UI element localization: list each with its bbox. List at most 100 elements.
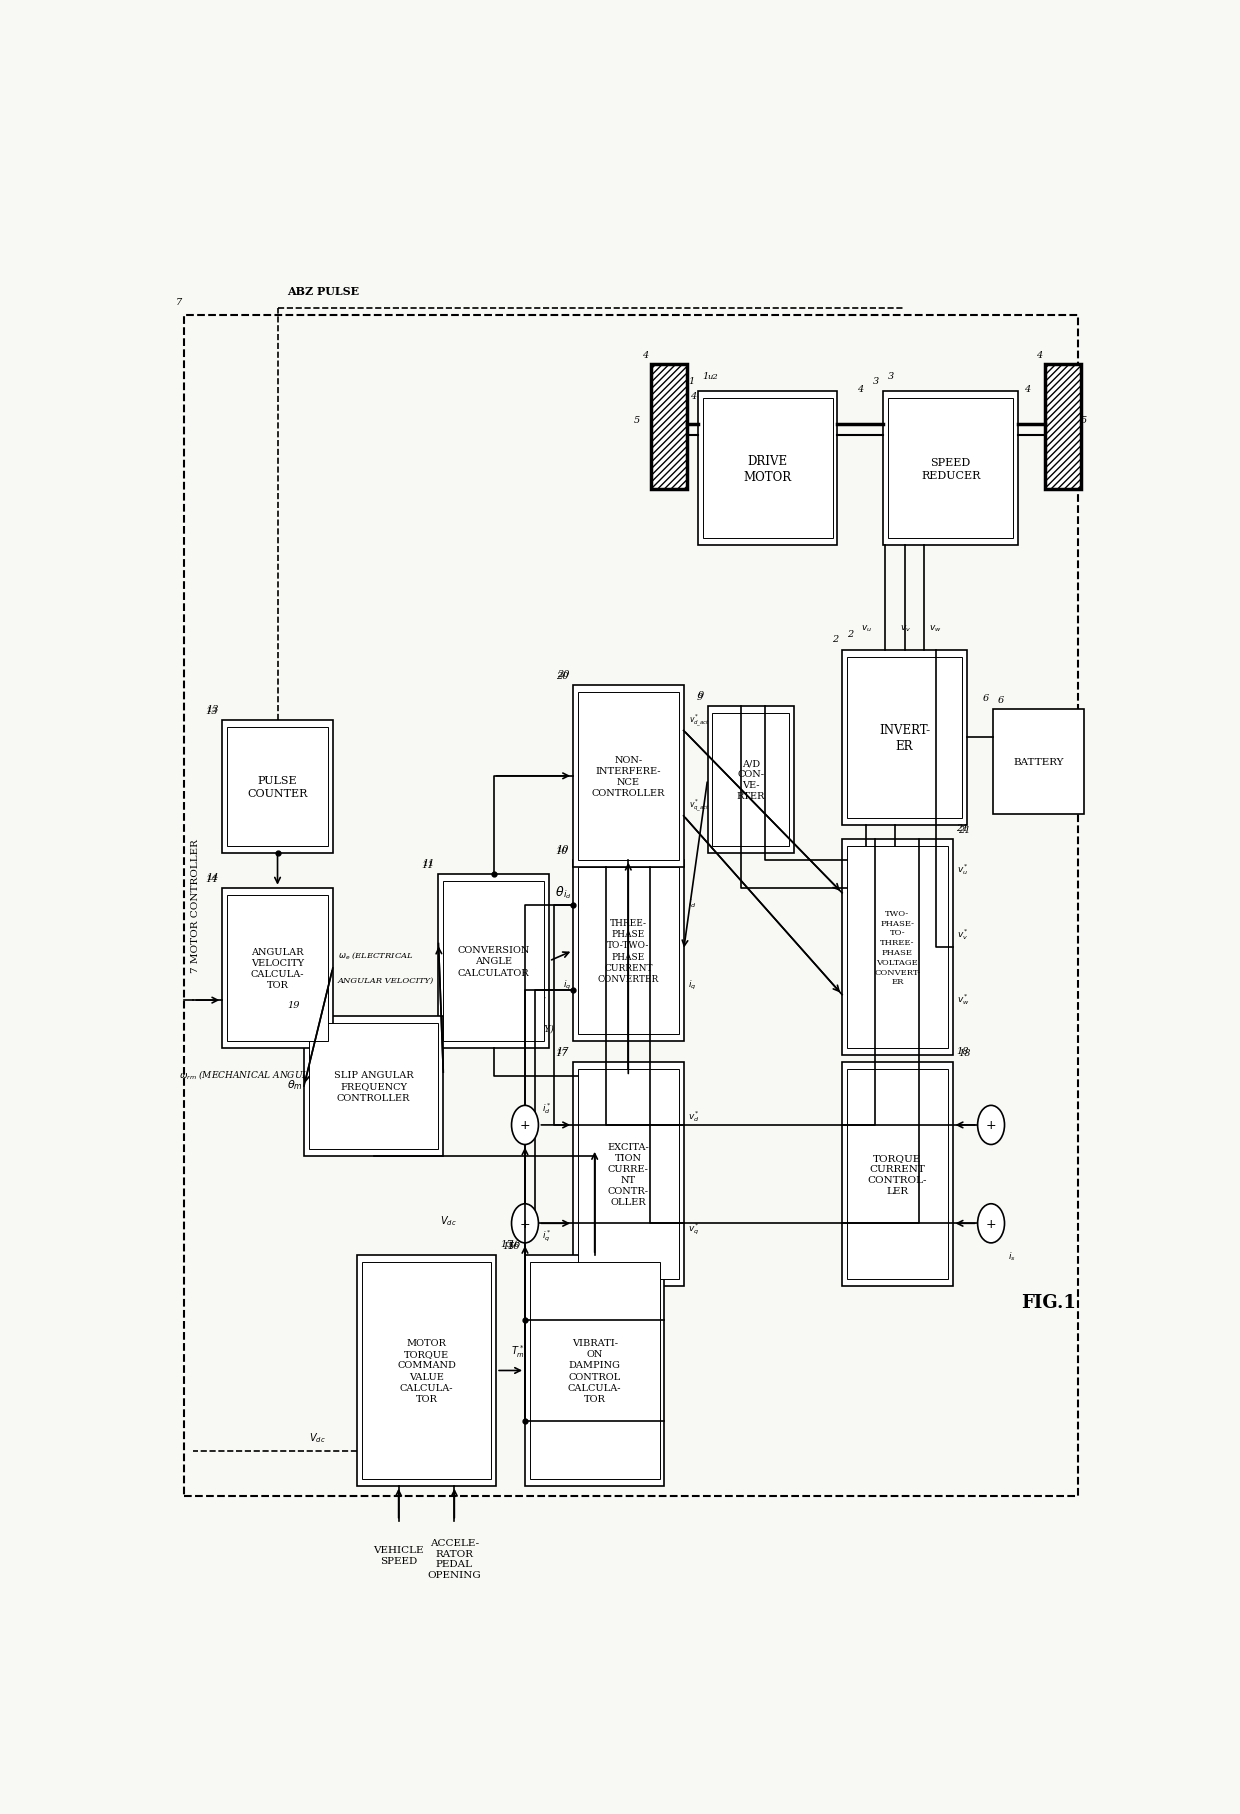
Text: 11: 11 bbox=[422, 860, 434, 869]
Text: FIG.1: FIG.1 bbox=[1022, 1293, 1076, 1312]
Bar bbox=[842, 840, 952, 1056]
Text: 10: 10 bbox=[557, 844, 569, 853]
Bar bbox=[847, 845, 947, 1048]
Text: ABZ PULSE: ABZ PULSE bbox=[288, 285, 360, 296]
Text: $i_s$: $i_s$ bbox=[1008, 1250, 1016, 1263]
Text: 4: 4 bbox=[689, 392, 697, 401]
Text: 17: 17 bbox=[556, 1048, 568, 1058]
Text: VEHICLE
SPEED: VEHICLE SPEED bbox=[373, 1546, 424, 1565]
Text: MOTOR
TORQUE
COMMAND
VALUE
CALCULA-
TOR: MOTOR TORQUE COMMAND VALUE CALCULA- TOR bbox=[397, 1339, 456, 1402]
Bar bbox=[222, 720, 332, 853]
Text: $v^*_v$: $v^*_v$ bbox=[957, 927, 970, 941]
Text: $i_q$: $i_q$ bbox=[563, 980, 572, 992]
Bar bbox=[573, 860, 683, 1041]
Text: 7: 7 bbox=[176, 297, 182, 307]
Bar bbox=[357, 1255, 496, 1486]
Bar bbox=[993, 709, 1084, 814]
Bar bbox=[847, 1070, 947, 1279]
Text: 13: 13 bbox=[206, 704, 218, 713]
Bar bbox=[651, 365, 687, 490]
Text: 4: 4 bbox=[1035, 350, 1043, 359]
Text: 7 MOTOR CONTROLLER: 7 MOTOR CONTROLLER bbox=[191, 838, 200, 972]
Text: $i_q$: $i_q$ bbox=[688, 980, 697, 992]
Text: TORQUE
CURRENT
CONTROL-
LER: TORQUE CURRENT CONTROL- LER bbox=[868, 1154, 928, 1195]
Text: 18: 18 bbox=[959, 1048, 971, 1058]
Text: 17: 17 bbox=[557, 1047, 569, 1056]
Text: ANGULAR
VELOCITY
CALCULA-
TOR: ANGULAR VELOCITY CALCULA- TOR bbox=[250, 947, 304, 990]
Text: 6: 6 bbox=[983, 693, 990, 702]
Bar bbox=[1045, 365, 1081, 490]
Text: 5: 5 bbox=[1081, 415, 1087, 424]
Text: +: + bbox=[520, 1217, 531, 1230]
Text: A/D
CON-
VE-
RTER: A/D CON- VE- RTER bbox=[737, 758, 765, 802]
Text: 15: 15 bbox=[500, 1239, 512, 1248]
Bar bbox=[529, 1263, 660, 1478]
Text: +: + bbox=[986, 1217, 997, 1230]
Text: $v^*_q$: $v^*_q$ bbox=[688, 1221, 701, 1235]
Text: SLIP ANGULAR
FREQUENCY
CONTROLLER: SLIP ANGULAR FREQUENCY CONTROLLER bbox=[334, 1070, 413, 1103]
Text: SPEED
REDUCER: SPEED REDUCER bbox=[921, 457, 981, 481]
Text: 10: 10 bbox=[556, 845, 568, 854]
Text: $v_w$: $v_w$ bbox=[929, 622, 941, 633]
Text: $v^*_u$: $v^*_u$ bbox=[957, 862, 970, 876]
Text: $\theta$: $\theta$ bbox=[554, 883, 564, 898]
Circle shape bbox=[512, 1107, 538, 1145]
Text: 9: 9 bbox=[697, 693, 703, 702]
Bar bbox=[184, 316, 1078, 1497]
Text: 19: 19 bbox=[286, 1003, 299, 1012]
Text: $\omega_{rm}$ (MECHANICAL ANGULAR VELOCITY): $\omega_{rm}$ (MECHANICAL ANGULAR VELOCI… bbox=[179, 1067, 378, 1079]
Bar bbox=[573, 686, 683, 867]
Text: 16: 16 bbox=[508, 1239, 521, 1248]
Bar bbox=[304, 1016, 444, 1156]
Text: ACCELE-
RATOR
PEDAL
OPENING: ACCELE- RATOR PEDAL OPENING bbox=[428, 1538, 481, 1578]
Text: 11: 11 bbox=[422, 858, 435, 867]
Text: 3: 3 bbox=[873, 375, 879, 385]
Text: EXCITA-
TION
CURRE-
NT
CONTR-
OLLER: EXCITA- TION CURRE- NT CONTR- OLLER bbox=[608, 1143, 650, 1206]
Text: 3: 3 bbox=[888, 372, 894, 381]
Text: 20: 20 bbox=[556, 671, 568, 680]
Text: THREE-
PHASE
TO-TWO-
PHASE
CURRENT
CONVERTER: THREE- PHASE TO-TWO- PHASE CURRENT CONVE… bbox=[598, 918, 658, 983]
Text: $\omega_e$ (ELECTRICAL: $\omega_e$ (ELECTRICAL bbox=[337, 951, 413, 961]
Text: $V_{dc}$: $V_{dc}$ bbox=[440, 1214, 456, 1226]
Circle shape bbox=[977, 1107, 1004, 1145]
Text: 14: 14 bbox=[206, 873, 218, 882]
Bar bbox=[222, 889, 332, 1048]
Text: 4: 4 bbox=[642, 350, 649, 359]
Bar bbox=[444, 882, 544, 1041]
Circle shape bbox=[977, 1204, 1004, 1243]
Text: 4: 4 bbox=[1024, 385, 1030, 394]
Circle shape bbox=[512, 1204, 538, 1243]
Bar bbox=[309, 1023, 439, 1150]
Bar bbox=[651, 365, 687, 490]
Bar bbox=[578, 867, 678, 1034]
Text: 16: 16 bbox=[507, 1241, 521, 1250]
Bar bbox=[842, 1063, 952, 1286]
Text: 21: 21 bbox=[959, 825, 971, 834]
Text: 6: 6 bbox=[998, 695, 1004, 704]
Text: 18: 18 bbox=[956, 1047, 968, 1056]
Bar bbox=[1045, 365, 1081, 490]
Text: BATTERY: BATTERY bbox=[1013, 756, 1064, 766]
Text: $v^*_{d\_act}$: $v^*_{d\_act}$ bbox=[689, 711, 711, 727]
Text: 1: 1 bbox=[688, 375, 694, 385]
Text: $\theta_m$: $\theta_m$ bbox=[288, 1078, 303, 1092]
Text: $v_v$: $v_v$ bbox=[900, 622, 911, 633]
Bar bbox=[573, 1063, 683, 1286]
Text: $i^*_d$: $i^*_d$ bbox=[542, 1101, 552, 1116]
Text: $i_v$: $i_v$ bbox=[885, 842, 894, 854]
Text: $i_u$: $i_u$ bbox=[857, 842, 864, 854]
Text: 4: 4 bbox=[857, 385, 863, 394]
Text: 9: 9 bbox=[697, 691, 704, 700]
Text: $i^*_q$: $i^*_q$ bbox=[542, 1228, 552, 1243]
Text: 15: 15 bbox=[502, 1241, 515, 1250]
Text: +: + bbox=[520, 1119, 531, 1132]
Bar bbox=[578, 693, 678, 860]
Bar bbox=[888, 399, 1013, 539]
Text: INVERT-
ER: INVERT- ER bbox=[879, 724, 930, 753]
Text: $v^*_d$: $v^*_d$ bbox=[688, 1108, 701, 1123]
Text: NON-
INTERFERE-
NCE
CONTROLLER: NON- INTERFERE- NCE CONTROLLER bbox=[591, 755, 665, 798]
Text: 13: 13 bbox=[205, 706, 217, 715]
Text: $V_{dc}$: $V_{dc}$ bbox=[309, 1429, 325, 1444]
Text: 1: 1 bbox=[703, 372, 709, 381]
Bar bbox=[698, 392, 837, 546]
